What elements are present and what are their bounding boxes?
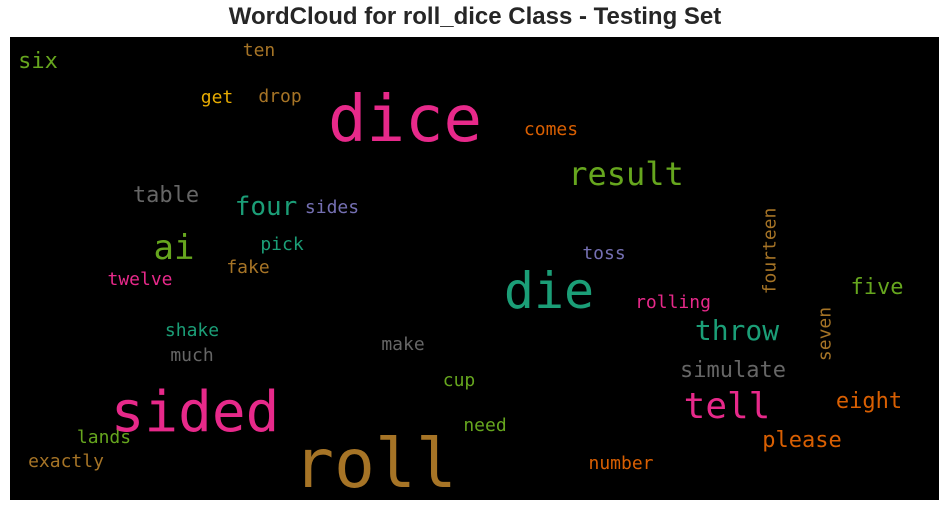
word-make: make xyxy=(381,334,424,355)
word-rolling: rolling xyxy=(635,292,711,313)
word-eight: eight xyxy=(836,389,902,414)
word-exactly: exactly xyxy=(28,451,104,472)
word-simulate: simulate xyxy=(680,358,786,383)
word-throw: throw xyxy=(695,314,779,347)
word-shake: shake xyxy=(165,320,219,341)
word-cup: cup xyxy=(443,370,476,391)
word-pick: pick xyxy=(260,234,304,255)
word-twelve: twelve xyxy=(107,269,172,290)
word-get: get xyxy=(201,87,234,108)
word-much: much xyxy=(170,345,213,366)
chart-title: WordCloud for roll_dice Class - Testing … xyxy=(228,3,722,30)
word-table: table xyxy=(133,183,199,208)
word-cloud: roll dice sided die tell result ai throw four sim… xyxy=(10,37,939,500)
word-die: die xyxy=(504,262,594,320)
word-ten: ten xyxy=(243,40,276,61)
word-ai: ai xyxy=(154,228,195,268)
word-fake: fake xyxy=(226,257,269,278)
word-five: five xyxy=(851,275,904,300)
cloud-background xyxy=(10,37,939,500)
word-four: four xyxy=(235,192,298,222)
word-tell: tell xyxy=(684,386,771,427)
word-dice: dice xyxy=(328,83,482,157)
word-number: number xyxy=(588,453,653,474)
word-sided: sided xyxy=(111,380,280,445)
word-comes: comes xyxy=(524,119,578,140)
word-sides: sides xyxy=(305,197,359,218)
word-roll: roll xyxy=(293,425,457,500)
word-drop: drop xyxy=(258,86,301,107)
word-please: please xyxy=(762,428,841,453)
word-six: six xyxy=(18,49,58,74)
word-result: result xyxy=(568,155,684,193)
word-fourteen: fourteen xyxy=(760,208,781,295)
word-seven: seven xyxy=(815,307,836,361)
word-lands: lands xyxy=(77,427,131,448)
word-toss: toss xyxy=(582,243,625,264)
word-need: need xyxy=(463,415,506,436)
